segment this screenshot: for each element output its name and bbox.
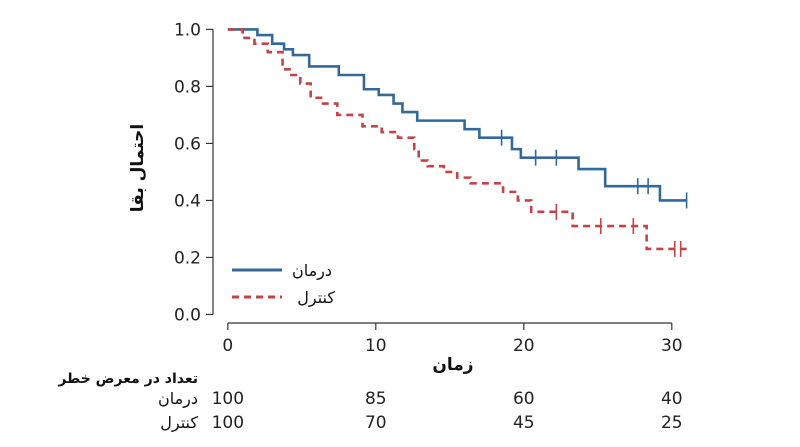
risk-values: 100 85 60 40 100 70 45 25 xyxy=(212,389,683,433)
legend-label-control: کنترل xyxy=(297,288,335,308)
y-tick-label: 0.8 xyxy=(174,77,201,97)
risk-value-treatment: 85 xyxy=(365,389,387,409)
risk-value-treatment: 60 xyxy=(513,389,535,409)
risk-value-control: 45 xyxy=(513,413,535,433)
series-line-control xyxy=(227,28,687,251)
y-tick-label: 1.0 xyxy=(174,20,201,40)
y-tick-label: 0.0 xyxy=(174,305,201,325)
risk-value-treatment: 40 xyxy=(661,389,683,409)
series-layer xyxy=(227,28,688,257)
risk-value-control: 70 xyxy=(365,413,387,433)
legend-item-control: کنترل xyxy=(232,288,335,308)
series-line-treatment xyxy=(227,28,687,202)
x-tick-label: 10 xyxy=(365,336,387,356)
legend: درمان کنترل xyxy=(232,261,335,308)
x-tick-label: 0 xyxy=(222,336,233,356)
risk-value-treatment: 100 xyxy=(212,389,244,409)
y-axis: 0.0 0.2 0.4 0.6 0.8 1.0 xyxy=(174,20,214,325)
risk-table-title: تعداد در معرض خطر xyxy=(57,371,198,387)
x-axis-title: زمان xyxy=(432,355,473,375)
plot-area: 0.0 0.2 0.4 0.6 0.8 1.0 0 10 20 30 xyxy=(174,20,688,356)
y-axis-title: احتمال بقا xyxy=(128,124,148,212)
x-tick-label: 30 xyxy=(661,336,683,356)
risk-value-control: 25 xyxy=(661,413,683,433)
legend-item-treatment: درمان xyxy=(232,261,332,281)
risk-table: تعداد در معرض خطر درمان کنترل 100 85 60 401… xyxy=(57,371,682,433)
risk-row-label-control: کنترل xyxy=(160,413,198,433)
x-tick-label: 20 xyxy=(513,336,535,356)
y-tick-label: 0.4 xyxy=(174,191,201,211)
y-tick-label: 0.2 xyxy=(174,248,201,268)
y-tick-label: 0.6 xyxy=(174,134,201,154)
risk-row-label-treatment: درمان xyxy=(158,389,198,409)
risk-value-control: 100 xyxy=(212,413,244,433)
legend-label-treatment: درمان xyxy=(292,261,332,281)
x-axis: 0 10 20 30 xyxy=(222,322,683,356)
